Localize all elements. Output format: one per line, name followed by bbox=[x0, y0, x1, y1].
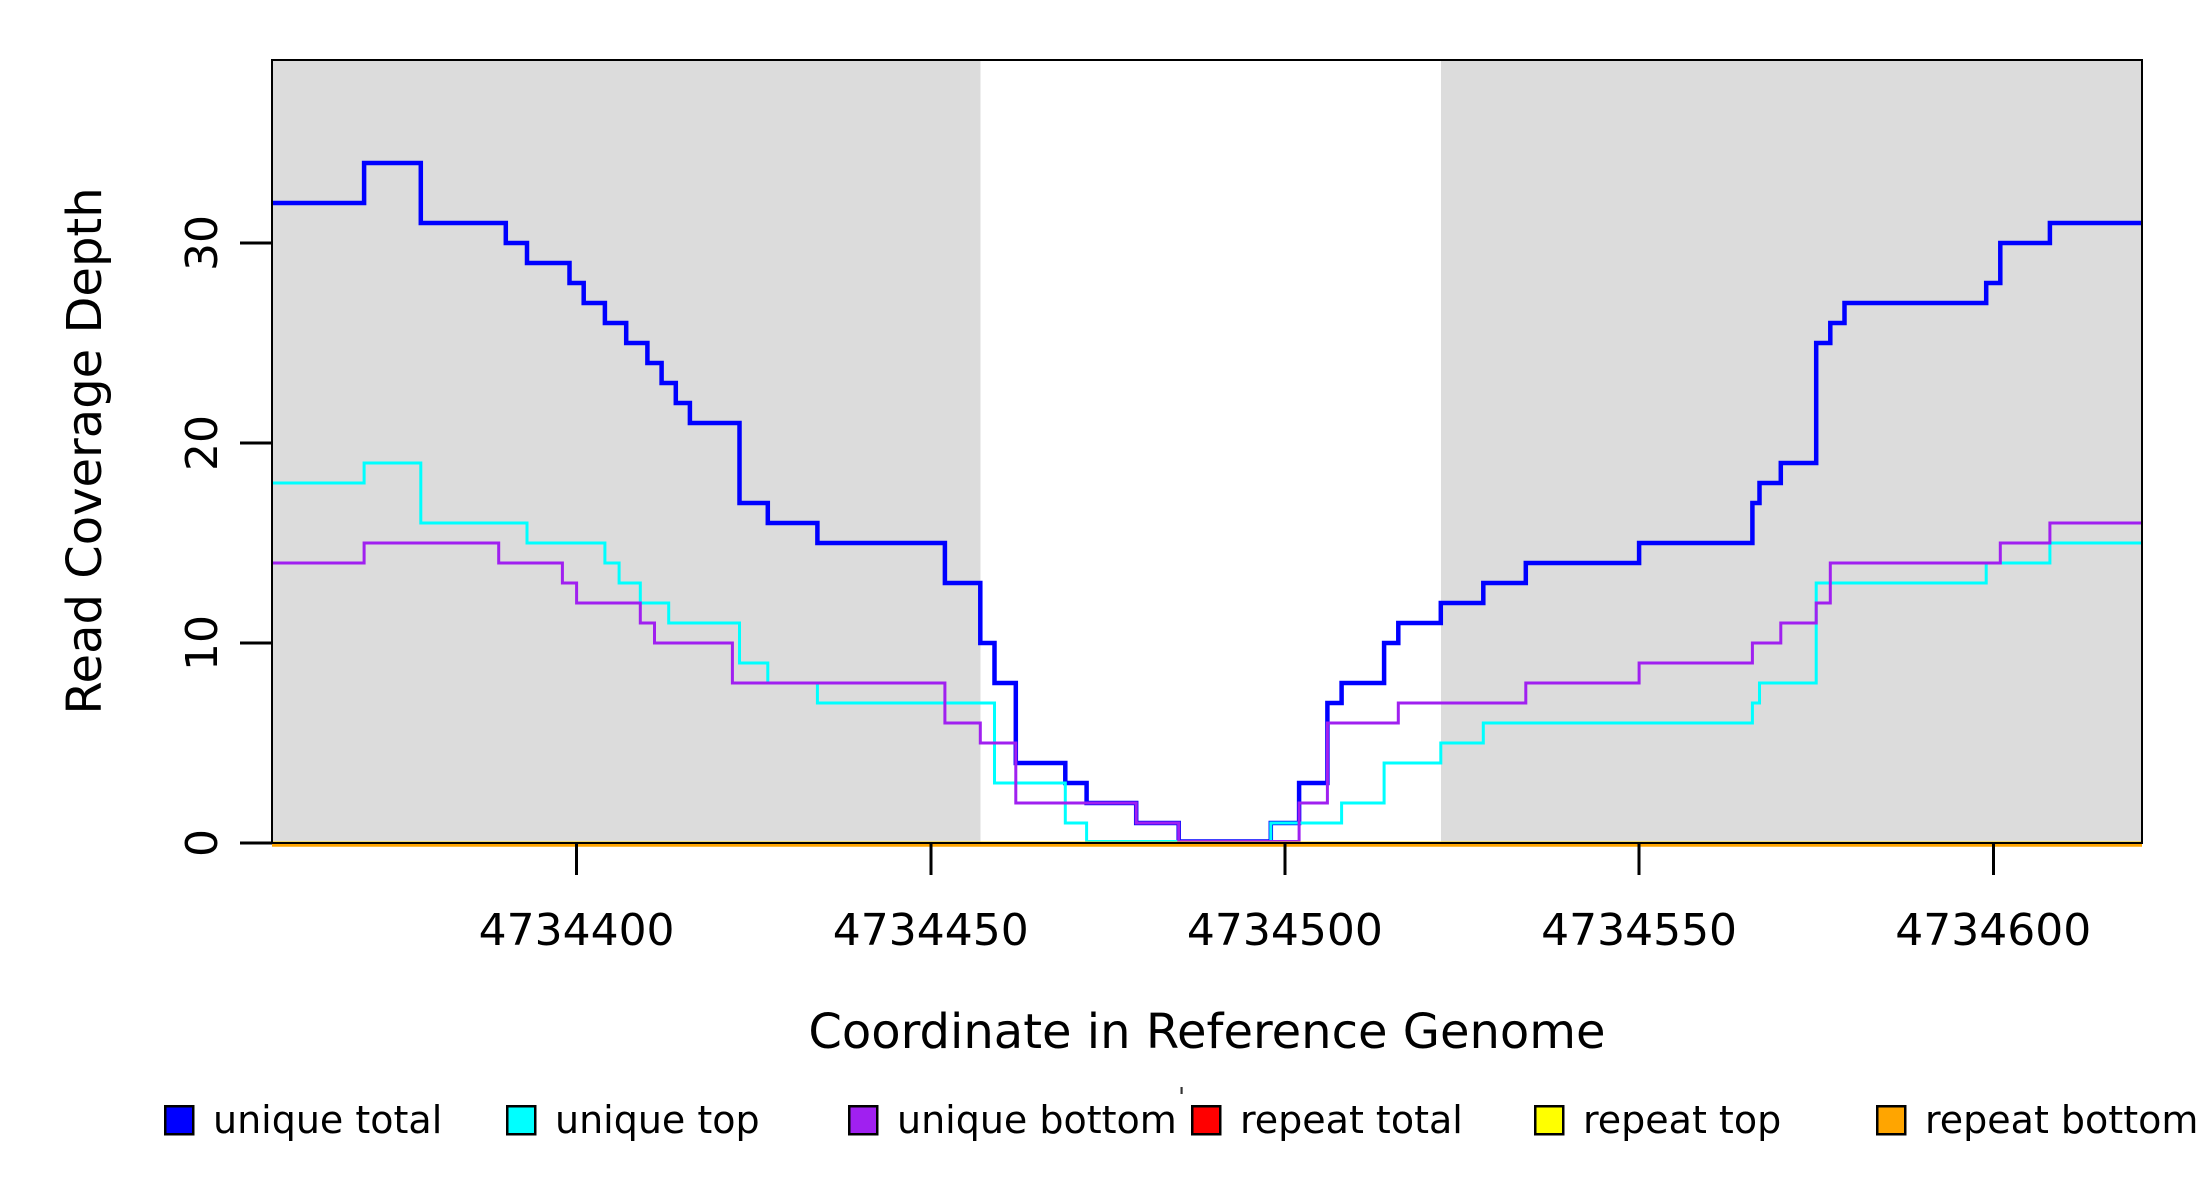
y-tick-label: 0 bbox=[177, 829, 228, 857]
legend-swatch bbox=[1533, 1104, 1565, 1136]
unique-region-left bbox=[272, 60, 981, 843]
legend-item-label: unique bottom bbox=[897, 1098, 1177, 1142]
unique-region-right bbox=[1440, 60, 2142, 843]
legend-swatch bbox=[1875, 1104, 1907, 1136]
x-tick-label: 4734500 bbox=[1187, 905, 1383, 956]
x-tick-label: 4734450 bbox=[833, 905, 1029, 956]
x-tick-label: 4734550 bbox=[1541, 905, 1737, 956]
legend: unique total unique top unique bottom repea… bbox=[163, 1098, 2198, 1142]
legend-item-label: repeat total bbox=[1240, 1098, 1463, 1142]
shaded-regions bbox=[272, 60, 2142, 843]
legend-item-repeat-total: repeat total bbox=[1190, 1098, 1463, 1142]
series-unique-bottom bbox=[272, 521, 2142, 843]
legend-item-unique-total: unique total bbox=[163, 1098, 442, 1142]
legend-item-unique-bottom: unique bottom bbox=[847, 1098, 1177, 1142]
x-tick-label: 4734600 bbox=[1895, 905, 2091, 956]
plot-box bbox=[271, 59, 2143, 844]
y-tick-label: 30 bbox=[177, 215, 228, 271]
stray-mark: ' bbox=[1178, 1083, 1185, 1113]
y-tick-label: 10 bbox=[177, 615, 228, 671]
legend-swatch bbox=[1190, 1104, 1222, 1136]
legend-item-label: repeat bottom bbox=[1925, 1098, 2198, 1142]
x-tick-label: 4734400 bbox=[479, 905, 675, 956]
legend-item-repeat-top: repeat top bbox=[1533, 1098, 1781, 1142]
legend-item-label: unique top bbox=[555, 1098, 760, 1142]
legend-swatch bbox=[163, 1104, 195, 1136]
legend-item-label: repeat top bbox=[1583, 1098, 1781, 1142]
y-tick-label: 20 bbox=[177, 415, 228, 471]
y-axis-title: Read Coverage Depth bbox=[57, 187, 113, 714]
axis-ticks: 4734400 4734450 4734500 4734550 4734600 0 10 20… bbox=[177, 215, 2091, 956]
x-axis-title: Coordinate in Reference Genome bbox=[808, 1004, 1605, 1060]
legend-item-repeat-bottom: repeat bottom bbox=[1875, 1098, 2198, 1142]
legend-item-unique-top: unique top bbox=[505, 1098, 760, 1142]
legend-swatch bbox=[505, 1104, 537, 1136]
legend-item-label: unique total bbox=[213, 1098, 442, 1142]
legend-swatch bbox=[847, 1104, 879, 1136]
plot-frame bbox=[271, 59, 2143, 844]
